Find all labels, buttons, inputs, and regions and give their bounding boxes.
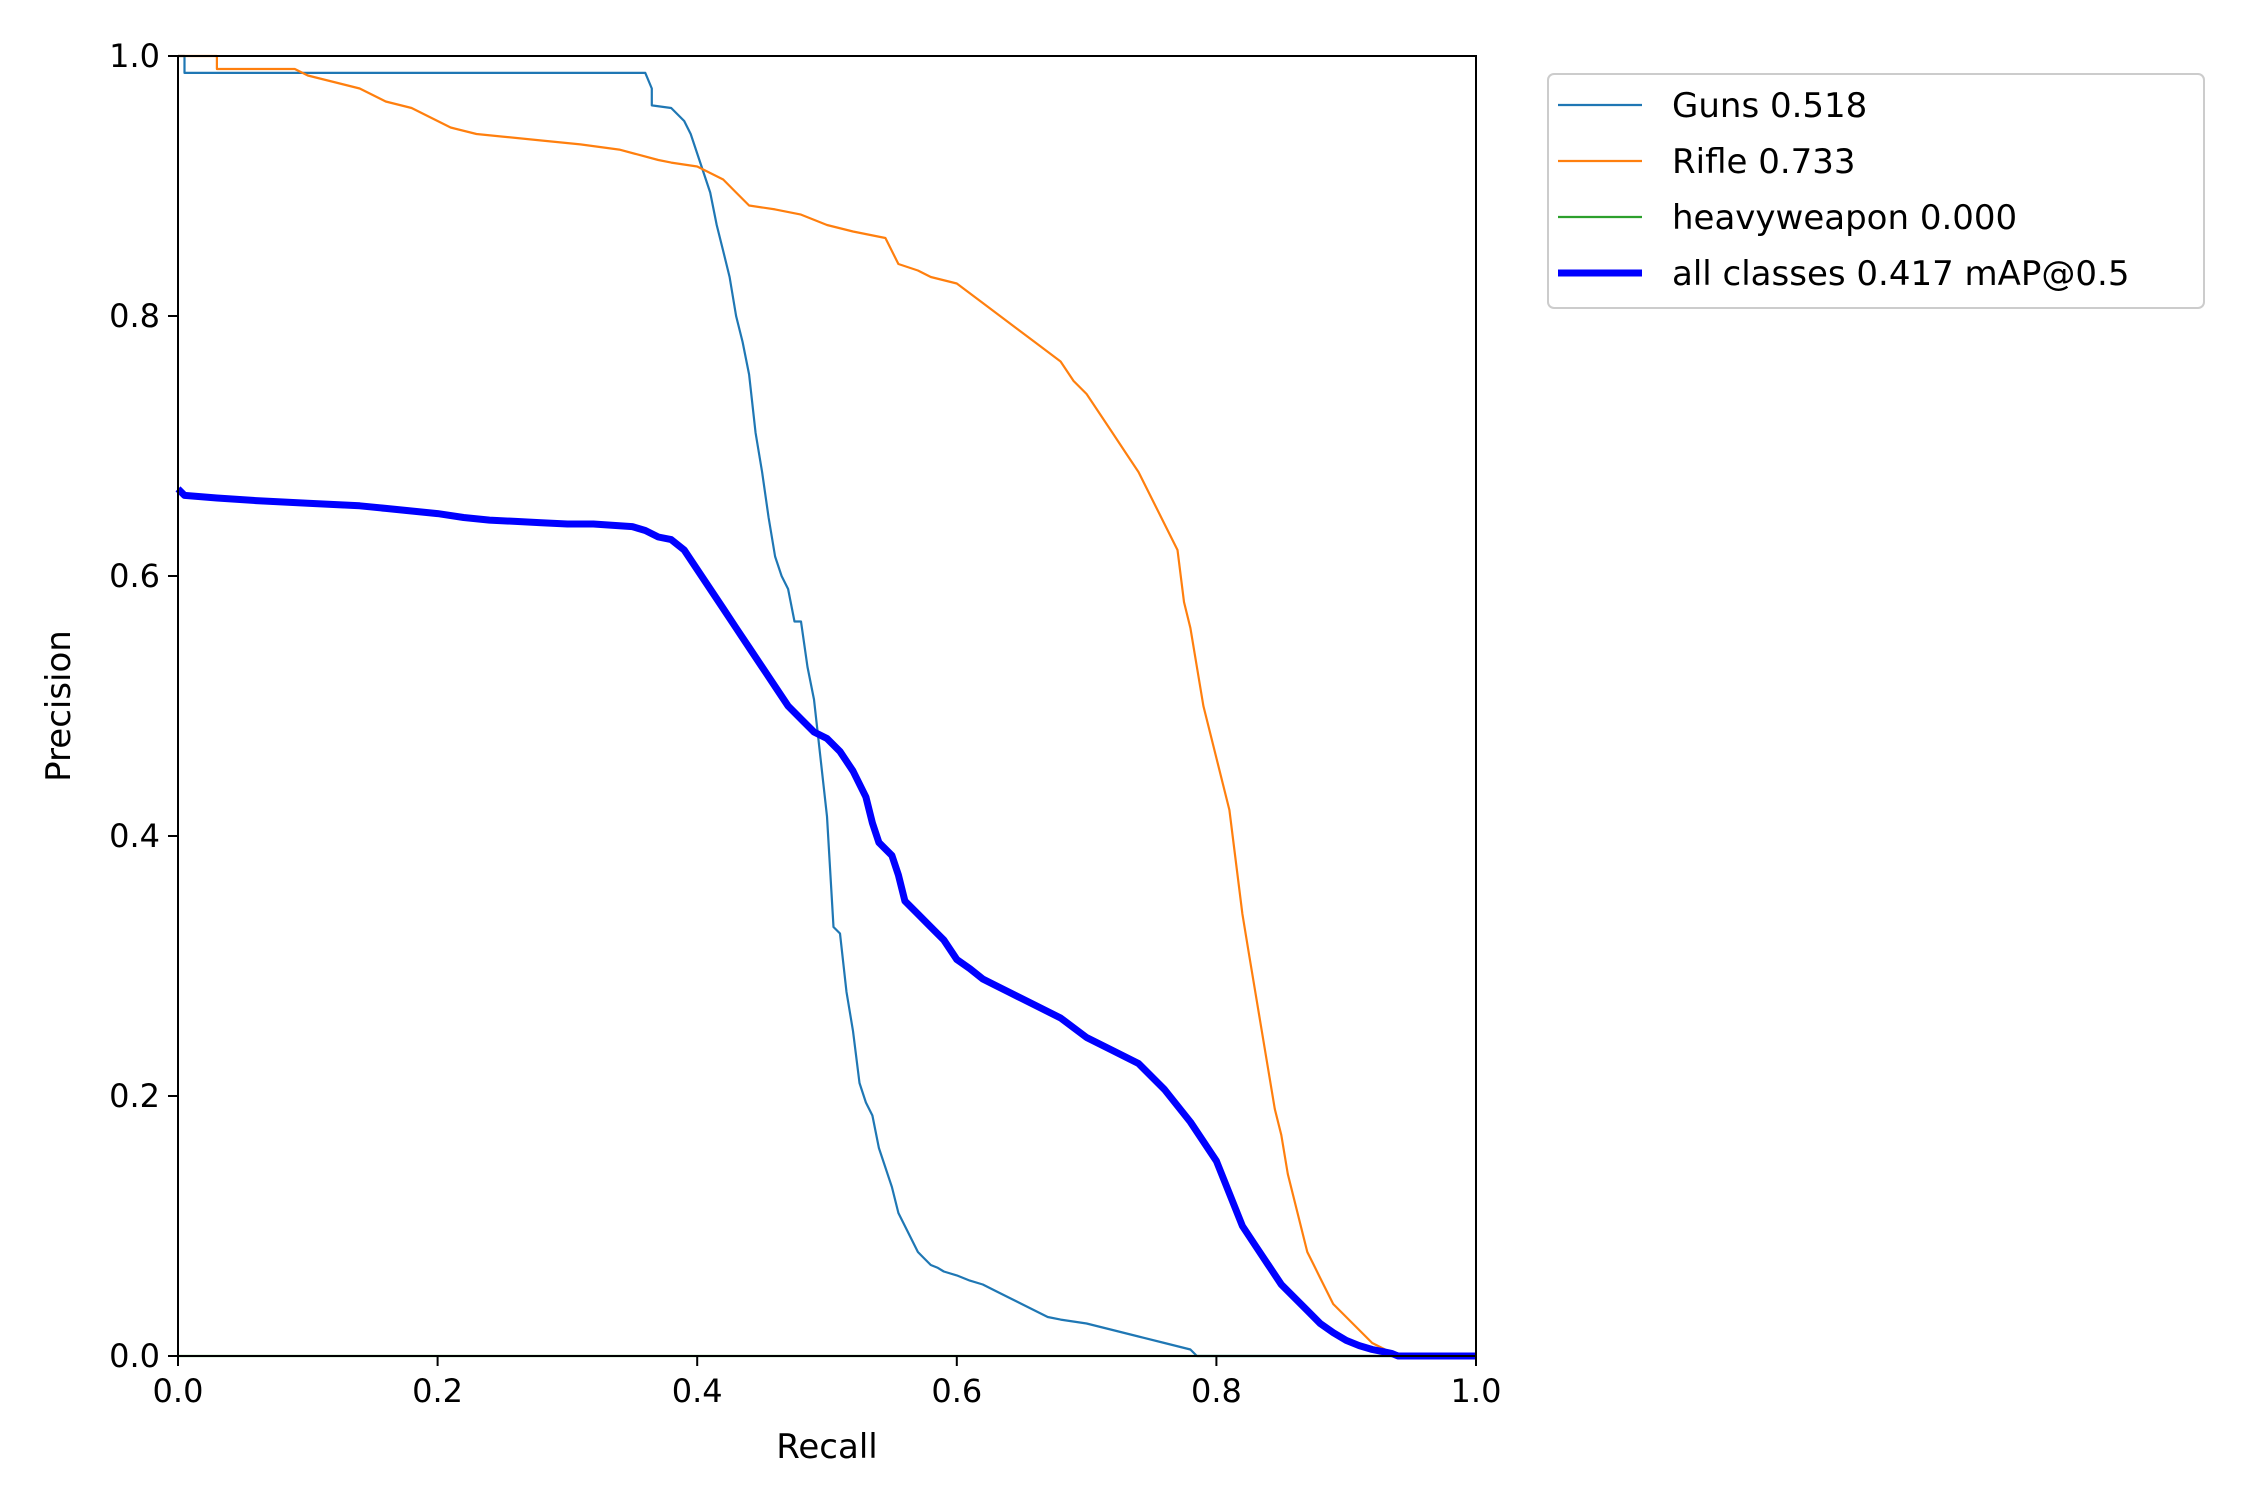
series-line-2 [178,54,1476,1358]
y-tick-label: 0.2 [109,1077,160,1115]
legend-box [1547,73,2205,309]
y-tick-label: 1.0 [109,37,160,75]
y-tick-label: 0.8 [109,297,160,335]
plot-area [175,54,1477,1360]
plot-background [178,56,1476,1356]
x-tick-label: 0.8 [1191,1372,1242,1410]
legend-label-4: all classes 0.417 mAP@0.5 [1672,254,2129,294]
legend-label-1: Guns 0.518 [1672,86,1867,126]
y-axis-ticks: 0.0 0.2 0.4 0.6 0.8 1.0 [109,37,178,1375]
x-tick-label: 0.2 [412,1372,463,1410]
series-line-1 [178,54,1476,1358]
x-axis-ticks: 0.0 0.2 0.4 0.6 0.8 1.0 [153,1356,1502,1410]
x-axis-label: Recall [776,1427,877,1467]
x-tick-label: 0.4 [672,1372,723,1410]
x-tick-label: 1.0 [1451,1372,1502,1410]
legend-label-3: heavyweapon 0.000 [1672,198,2017,238]
x-tick-label: 0.0 [153,1372,204,1410]
plot-frame [177,55,1477,1357]
series-line-4 [175,486,1476,1360]
legend: Guns 0.518 Rifle 0.733 heavyweapon 0.000 al… [1547,73,2205,309]
y-tick-label: 0.6 [109,557,160,595]
x-tick-label: 0.6 [931,1372,982,1410]
y-tick-label: 0.4 [109,817,160,855]
y-tick-label: 0.0 [109,1337,160,1375]
legend-label-2: Rifle 0.733 [1672,142,1856,182]
y-axis-label: Precision [39,630,79,782]
